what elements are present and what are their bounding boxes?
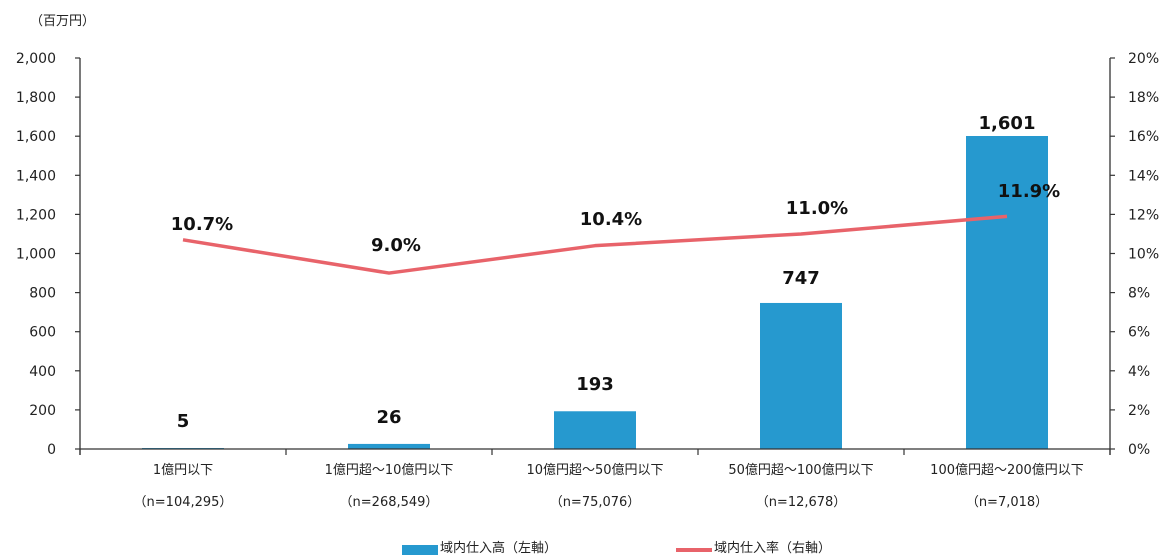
bar-value-label: 747 bbox=[782, 268, 820, 289]
legend-line-label: 域内仕入率（右軸） bbox=[714, 541, 832, 556]
line-path bbox=[182, 214, 1008, 275]
bar bbox=[966, 136, 1048, 449]
x-axis-category-label: 50億円超～100億円以下 bbox=[728, 462, 873, 478]
left-axis-tick-label: 1,400 bbox=[16, 168, 56, 184]
bar bbox=[760, 302, 842, 449]
left-axis-tick-label: 400 bbox=[29, 364, 56, 380]
line-value-label: 11.9% bbox=[998, 181, 1060, 202]
left-axis-tick-label: 800 bbox=[29, 286, 56, 302]
right-axis-tick-label: 6% bbox=[1128, 325, 1150, 341]
x-axis-category-label: 10億円超～50億円以下 bbox=[526, 462, 663, 478]
bar-value-label: 5 bbox=[177, 411, 190, 432]
bar-value-label: 26 bbox=[376, 407, 401, 428]
legend-item-line: 域内仕入率（右軸） bbox=[676, 537, 831, 556]
right-axis-tick-label: 10% bbox=[1128, 247, 1159, 263]
x-axis-category-label: 1億円超～10億円以下 bbox=[325, 462, 454, 478]
axes: 0 200 400 600 800 1,000 1,200 1,400 1,600 1,800 2,… bbox=[16, 51, 1159, 510]
line-value-label: 10.7% bbox=[171, 214, 233, 235]
right-axis-tick-label: 16% bbox=[1128, 129, 1159, 145]
line-value-label: 9.0% bbox=[371, 235, 421, 256]
x-axis-category-label: 100億円超～200億円以下 bbox=[930, 462, 1084, 478]
bar-value-label: 1,601 bbox=[979, 113, 1036, 134]
left-axis-tick-label: 1,800 bbox=[16, 90, 56, 106]
x-axis-sample-size-label: （n=104,295） bbox=[134, 495, 233, 510]
bar bbox=[348, 443, 430, 449]
bar-legend-swatch-icon bbox=[402, 544, 438, 555]
left-axis-unit-label: （百万円） bbox=[30, 14, 96, 29]
line-value-label: 11.0% bbox=[786, 198, 848, 219]
data-labels: 5 26 193 747 1,601 10.7% 9.0% 10.4% 11.0% 11.9% bbox=[171, 113, 1060, 432]
left-axis-tick-label: 1,600 bbox=[16, 129, 56, 145]
x-axis-sample-size-label: （n=75,076） bbox=[550, 495, 641, 510]
x-axis-sample-size-label: （n=12,678） bbox=[756, 495, 847, 510]
legend-bar-label: 域内仕入高（左軸） bbox=[440, 541, 558, 556]
left-axis-tick-label: 600 bbox=[29, 325, 56, 341]
left-axis-tick-label: 2,000 bbox=[16, 51, 56, 67]
x-axis-category-label: 1億円以下 bbox=[153, 462, 213, 478]
line-series bbox=[182, 214, 1008, 275]
right-axis-tick-label: 4% bbox=[1128, 364, 1150, 380]
left-axis-tick-label: 1,000 bbox=[16, 247, 56, 263]
left-axis-tick-label: 200 bbox=[29, 403, 56, 419]
x-axis-sample-size-label: （n=268,549） bbox=[340, 495, 439, 510]
bar-value-label: 193 bbox=[576, 374, 614, 395]
line-legend-swatch-icon bbox=[676, 547, 712, 552]
right-axis-tick-label: 14% bbox=[1128, 168, 1159, 184]
bar-series bbox=[142, 136, 1048, 449]
left-axis-tick-label: 0 bbox=[47, 442, 56, 458]
right-axis-tick-label: 12% bbox=[1128, 207, 1159, 223]
left-axis-tick-label: 1,200 bbox=[16, 207, 56, 223]
x-axis-sample-size-label: （n=7,018） bbox=[966, 495, 1048, 510]
right-axis-tick-label: 20% bbox=[1128, 51, 1159, 67]
bar bbox=[554, 411, 636, 449]
right-axis-tick-label: 2% bbox=[1128, 403, 1150, 419]
legend-item-bar: 域内仕入高（左軸） bbox=[402, 537, 557, 556]
right-axis-tick-label: 0% bbox=[1128, 442, 1150, 458]
right-axis-tick-label: 8% bbox=[1128, 286, 1150, 302]
right-axis-tick-label: 18% bbox=[1128, 90, 1159, 106]
line-value-label: 10.4% bbox=[580, 209, 642, 230]
